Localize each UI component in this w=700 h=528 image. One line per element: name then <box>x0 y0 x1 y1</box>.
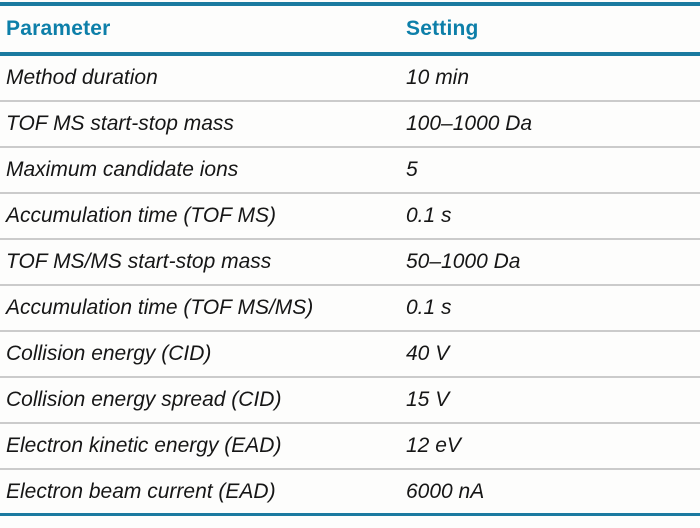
parameter-cell: TOF MS/MS start-stop mass <box>6 250 272 273</box>
table-row: Collision energy spread (CID) 15 V <box>0 378 700 424</box>
table-row: Collision energy (CID) 40 V <box>0 332 700 378</box>
table-row: Method duration 10 min <box>0 56 700 102</box>
setting-cell: 6000 nA <box>406 479 485 503</box>
parameter-cell: Accumulation time (TOF MS) <box>6 204 276 227</box>
table-header-row: Parameter Setting <box>0 6 700 56</box>
table-row: TOF MS/MS start-stop mass 50–1000 Da <box>0 240 700 286</box>
parameter-cell: Collision energy (CID) <box>6 342 212 365</box>
table-body: Method duration 10 min TOF MS start-stop… <box>0 56 700 516</box>
table-row: Electron beam current (EAD) 6000 nA <box>0 470 700 516</box>
parameters-table: Parameter Setting Method duration 10 min… <box>0 2 700 516</box>
parameter-cell: Electron kinetic energy (EAD) <box>6 434 282 457</box>
table-row: Electron kinetic energy (EAD) 12 eV <box>0 424 700 470</box>
column-header-parameter: Parameter <box>6 17 111 40</box>
setting-cell: 0.1 s <box>406 296 452 319</box>
parameter-cell: Accumulation time (TOF MS/MS) <box>6 296 314 319</box>
setting-cell: 40 V <box>406 342 450 365</box>
table-row: Maximum candidate ions 5 <box>0 148 700 194</box>
parameter-cell: Maximum candidate ions <box>6 158 239 181</box>
column-header-setting: Setting <box>406 17 479 40</box>
setting-cell: 12 eV <box>406 434 461 457</box>
setting-cell: 15 V <box>406 388 450 411</box>
setting-cell: 10 min <box>406 66 470 89</box>
parameter-cell: TOF MS start-stop mass <box>6 112 234 135</box>
table-row: Accumulation time (TOF MS/MS) 0.1 s <box>0 286 700 332</box>
parameter-cell: Electron beam current (EAD) <box>6 479 276 503</box>
parameter-cell: Method duration <box>6 66 158 89</box>
table-row: Accumulation time (TOF MS) 0.1 s <box>0 194 700 240</box>
setting-cell: 5 <box>406 158 418 181</box>
parameter-cell: Collision energy spread (CID) <box>6 388 282 411</box>
setting-cell: 0.1 s <box>406 204 452 227</box>
table-row: TOF MS start-stop mass 100–1000 Da <box>0 102 700 148</box>
setting-cell: 100–1000 Da <box>406 112 533 135</box>
setting-cell: 50–1000 Da <box>406 250 521 273</box>
